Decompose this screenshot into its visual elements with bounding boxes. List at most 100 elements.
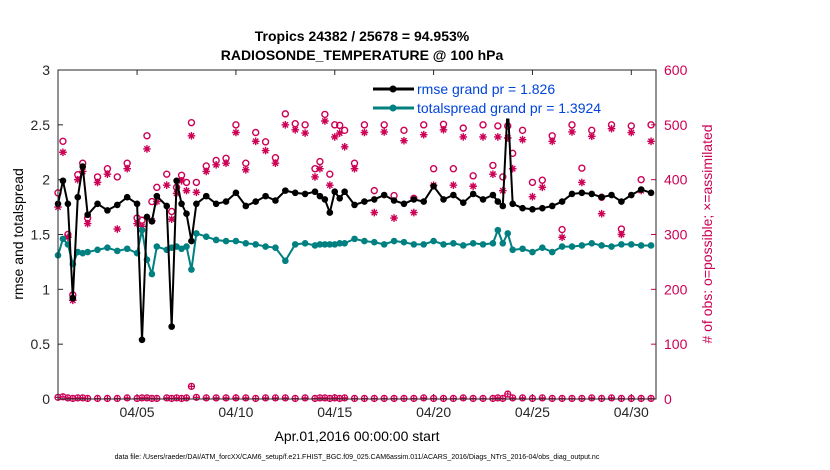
rejected-obs-cross [94,395,101,402]
rejected-obs-cross [380,395,388,402]
obs-possible-point [331,121,339,129]
obs-assimilated-asterisk [113,225,122,233]
obs-assimilated-asterisk [410,208,418,217]
obs-assimilated-point [528,192,537,201]
rmse-point [336,195,344,202]
obs-assimilated-point [182,186,191,195]
rejected-obs-cross [410,395,418,402]
obs-assimilated-asterisk [568,128,576,136]
obs-possible-point [469,172,477,180]
rmse-point [193,200,200,208]
obs-assimilated-asterisk [400,136,408,145]
obs-assimilated-point [489,170,497,178]
rmse-point [252,198,259,205]
totalspread-point [400,238,408,246]
obs-assimilated-asterisk [73,175,82,184]
y-left-tick-label: 3 [42,62,50,78]
obs-assimilated-point [64,233,72,242]
obs-possible-point [326,170,334,178]
totalspread-point [193,230,200,237]
chart-subtitle: RADIOSONDE_TEMPERATURE @ 100 hPa [221,47,504,63]
obs-possible-point [420,121,428,129]
obs-assimilated-point [232,128,240,137]
obs-assimilated-point [316,164,324,173]
totalspread-point [499,239,507,247]
rmse-point [618,198,625,205]
totalspread-point [608,243,615,250]
obs-assimilated-asterisk [597,209,606,218]
obs-possible-point [301,121,309,129]
obs-assimilated-point [538,183,547,192]
rejected-obs-cross [608,394,615,402]
rmse-point [148,218,156,225]
obs-assimilated-asterisk [301,129,309,137]
rejected-obs-cross [519,394,526,402]
obs-assimilated-asterisk [93,178,102,187]
totalspread-point [410,241,418,248]
rmse-point [548,202,556,210]
y-right-tick-label: 300 [664,227,688,243]
obs-assimilated-point [113,225,122,233]
rmse-point [509,200,516,208]
y-axis-right-label: # of obs: o=possible; ×=assimilated [699,124,715,343]
rejected-obs-cross [262,394,269,402]
obs-assimilated-point [494,133,502,141]
rejected-obs-cross [618,395,625,402]
rmse-point [59,177,67,185]
obs-assimilated-point [103,170,112,178]
obs-assimilated-asterisk [538,183,547,192]
totalspread-point [578,242,586,249]
obs-assimilated-point [400,136,408,145]
rejected-obs-cross [183,394,190,402]
rmse-point [578,189,586,197]
rmse-point [489,191,497,199]
rmse-point [430,182,437,190]
rmse-point [163,202,171,210]
totalspread-point [316,241,324,248]
obs-assimilated-asterisk [617,230,626,239]
obs-assimilated-asterisk [222,159,230,168]
rmse-point [272,197,279,204]
totalspread-point [138,226,146,234]
obs-assimilated-point [578,178,586,187]
rmse-point [326,209,334,216]
obs-assimilated-point [330,133,339,141]
totalspread-point [188,266,195,273]
rmse-point [459,199,467,206]
totalspread-point [618,241,625,248]
obs-assimilated-point [187,132,196,140]
rmse-point [499,202,507,210]
legend: rmse grand pr = 1.826 totalspread grand … [373,77,651,119]
rejected-obs-cross [549,395,556,402]
totalspread-point [568,243,576,250]
rmse-point [301,190,309,198]
obs-assimilated-asterisk [548,137,557,146]
totalspread-point [420,241,428,248]
totalspread-point [202,233,210,240]
rmse-point [361,198,368,205]
rejected-obs-cross [628,395,635,402]
rejected-obs-cross [301,394,309,402]
totalspread-point [282,257,289,265]
totalspread-point [104,244,111,251]
totalspread-point [59,235,67,243]
rejected-obs-cross [341,394,348,402]
obs-assimilated-asterisk [167,215,176,223]
totalspread-point [178,245,185,253]
obs-possible-point [163,170,171,178]
rmse-point [627,191,635,199]
obs-assimilated-point [340,142,349,151]
rmse-point [69,294,77,302]
obs-possible-point [251,128,260,137]
rmse-point [291,189,299,197]
obs-possible-point [518,126,527,135]
obs-possible-point [113,173,122,181]
obs-assimilated-asterisk [177,176,186,185]
rmse-point [173,177,180,185]
obs-assimilated-asterisk [390,214,398,222]
obs-assimilated-asterisk [494,133,502,141]
rmse-point [568,190,576,198]
obs-assimilated-point [271,159,280,168]
totalspread-point [94,246,101,254]
rejected-obs-cross [371,395,378,402]
